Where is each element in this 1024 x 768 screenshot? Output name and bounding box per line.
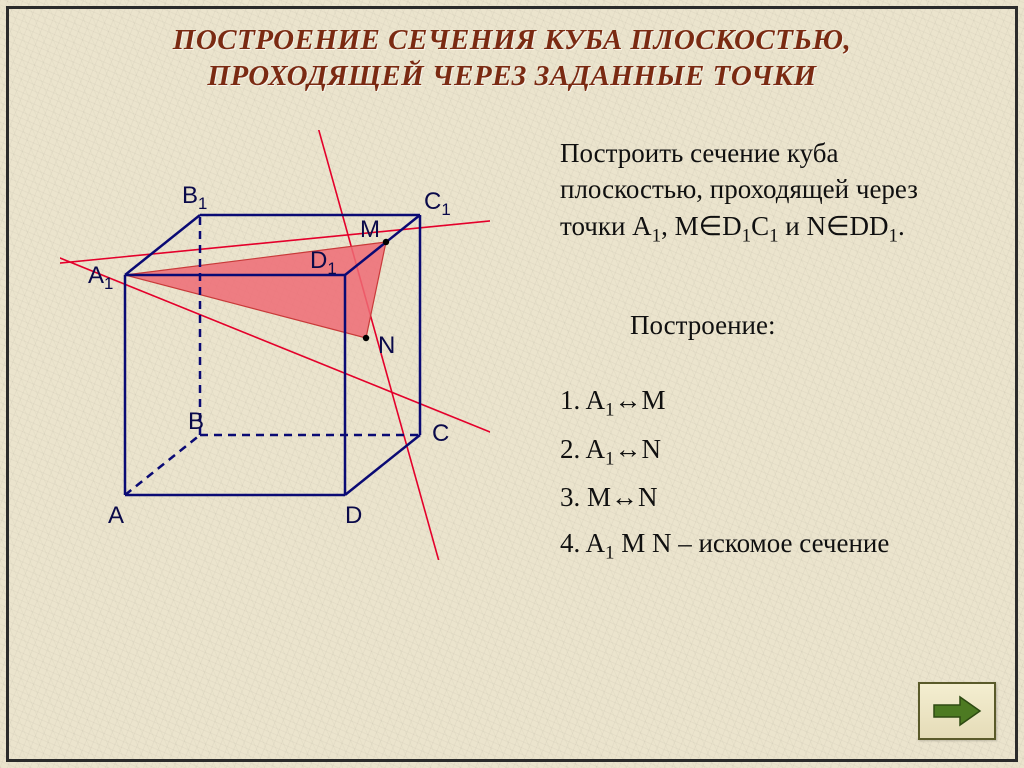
arrow-right-icon — [932, 694, 982, 728]
step-3: 3. M↔N — [560, 475, 889, 521]
problem-text-2: , M∈D — [661, 211, 742, 241]
step-4: 4. A1 M N – искомое сечение — [560, 521, 889, 570]
slide-title: ПОСТРОЕНИЕ СЕЧЕНИЯ КУБА ПЛОСКОСТЬЮ, ПРОХ… — [0, 22, 1024, 95]
vertex-label-N: N — [378, 332, 395, 360]
construction-heading: Построение: — [630, 310, 775, 341]
step-1: 1. A1↔M — [560, 378, 889, 427]
vertex-label-A1: A1 — [88, 262, 113, 294]
vertex-label-D1: D1 — [310, 247, 337, 279]
title-line1: ПОСТРОЕНИЕ СЕЧЕНИЯ КУБА ПЛОСКОСТЬЮ, — [173, 24, 851, 56]
vertex-label-C1: C1 — [424, 188, 451, 220]
problem-statement: Построить сечение куба плоскостью, прохо… — [560, 135, 980, 249]
vertex-label-C: C — [432, 420, 449, 448]
vertex-label-B1: B1 — [182, 182, 207, 214]
problem-text-3: C — [751, 211, 769, 241]
step-2: 2. A1↔N — [560, 427, 889, 476]
vertex-label-B: B — [188, 408, 204, 436]
vertex-label-M: M — [360, 216, 380, 244]
problem-text-4: и N∈DD — [779, 211, 889, 241]
title-line2: ПРОХОДЯЩЕЙ ЧЕРЕЗ ЗАДАННЫЕ ТОЧКИ — [207, 60, 816, 92]
vertex-label-A: A — [108, 502, 124, 530]
problem-text-5: . — [898, 211, 905, 241]
vertex-label-D: D — [345, 502, 362, 530]
next-button[interactable] — [918, 682, 996, 740]
cube-diagram: A D C B A1 D1 C1 B1 M N — [60, 130, 490, 560]
construction-steps: 1. A1↔M 2. A1↔N 3. M↔N 4. A1 M N – иском… — [560, 378, 889, 569]
